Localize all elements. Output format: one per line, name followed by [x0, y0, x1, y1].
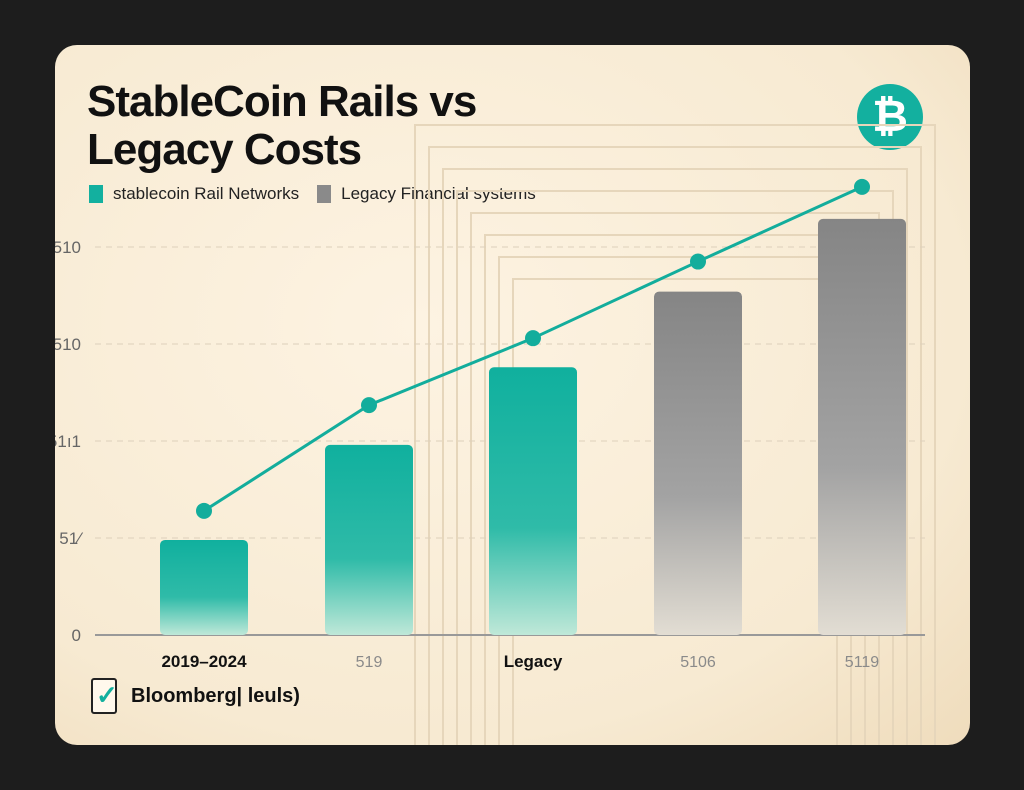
bar-stablecoin: [160, 539, 248, 635]
legend-swatch-legacy: [317, 185, 332, 203]
bar-stablecoin: [325, 444, 413, 635]
chart-title: StableCoin Rails vs Legacy Costs: [87, 77, 477, 174]
x-tick-label: 2019–2024: [161, 652, 247, 671]
legend-label-legacy: Legacy Financial systems: [341, 184, 536, 203]
y-tick-label: 0: [72, 626, 81, 645]
source: ✓ Bloomberg| leuls): [91, 678, 300, 714]
legend: stablecoin Rail Networks Legacy Financia…: [89, 184, 554, 204]
legend-label-stablecoin: stablecoin Rail Networks: [113, 184, 300, 203]
x-tick-label: 519: [356, 654, 383, 671]
y-tick-label: 510: [55, 335, 81, 354]
background-building-line: [442, 168, 908, 745]
legend-swatch-stablecoin: [89, 185, 103, 203]
background-building-line: [414, 124, 936, 745]
title-line-1: StableCoin Rails vs: [87, 77, 477, 126]
chart-plot: 0 51⁄ 51ı1 510 510 2019–2024 519 Legacy 5106 5119: [55, 124, 936, 745]
x-tick-label: 5106: [680, 654, 716, 671]
line-point: [525, 330, 541, 347]
source-label: Bloomberg| leuls): [131, 684, 300, 707]
x-tick-label: Legacy: [504, 652, 563, 671]
chart-card: StableCoin Rails vs Legacy Costs ₿ stabl…: [55, 45, 970, 745]
line-point: [690, 253, 706, 270]
bar-stablecoin: [489, 367, 577, 635]
x-tick-label: 5119: [845, 654, 880, 671]
bar-legacy: [654, 291, 742, 635]
bar-legacy: [818, 218, 906, 635]
bitcoin-icon: ₿: [857, 84, 923, 150]
y-tick-label: 510: [55, 238, 81, 257]
checklist-icon: ✓: [91, 678, 118, 714]
y-tick-label: 51ı1: [55, 432, 81, 451]
line-point: [854, 178, 870, 195]
line-point: [196, 502, 212, 519]
line-point: [361, 397, 377, 414]
background-building-line: [428, 146, 922, 745]
y-tick-label: 51⁄: [59, 529, 84, 548]
title-line-2: Legacy Costs: [87, 125, 362, 174]
